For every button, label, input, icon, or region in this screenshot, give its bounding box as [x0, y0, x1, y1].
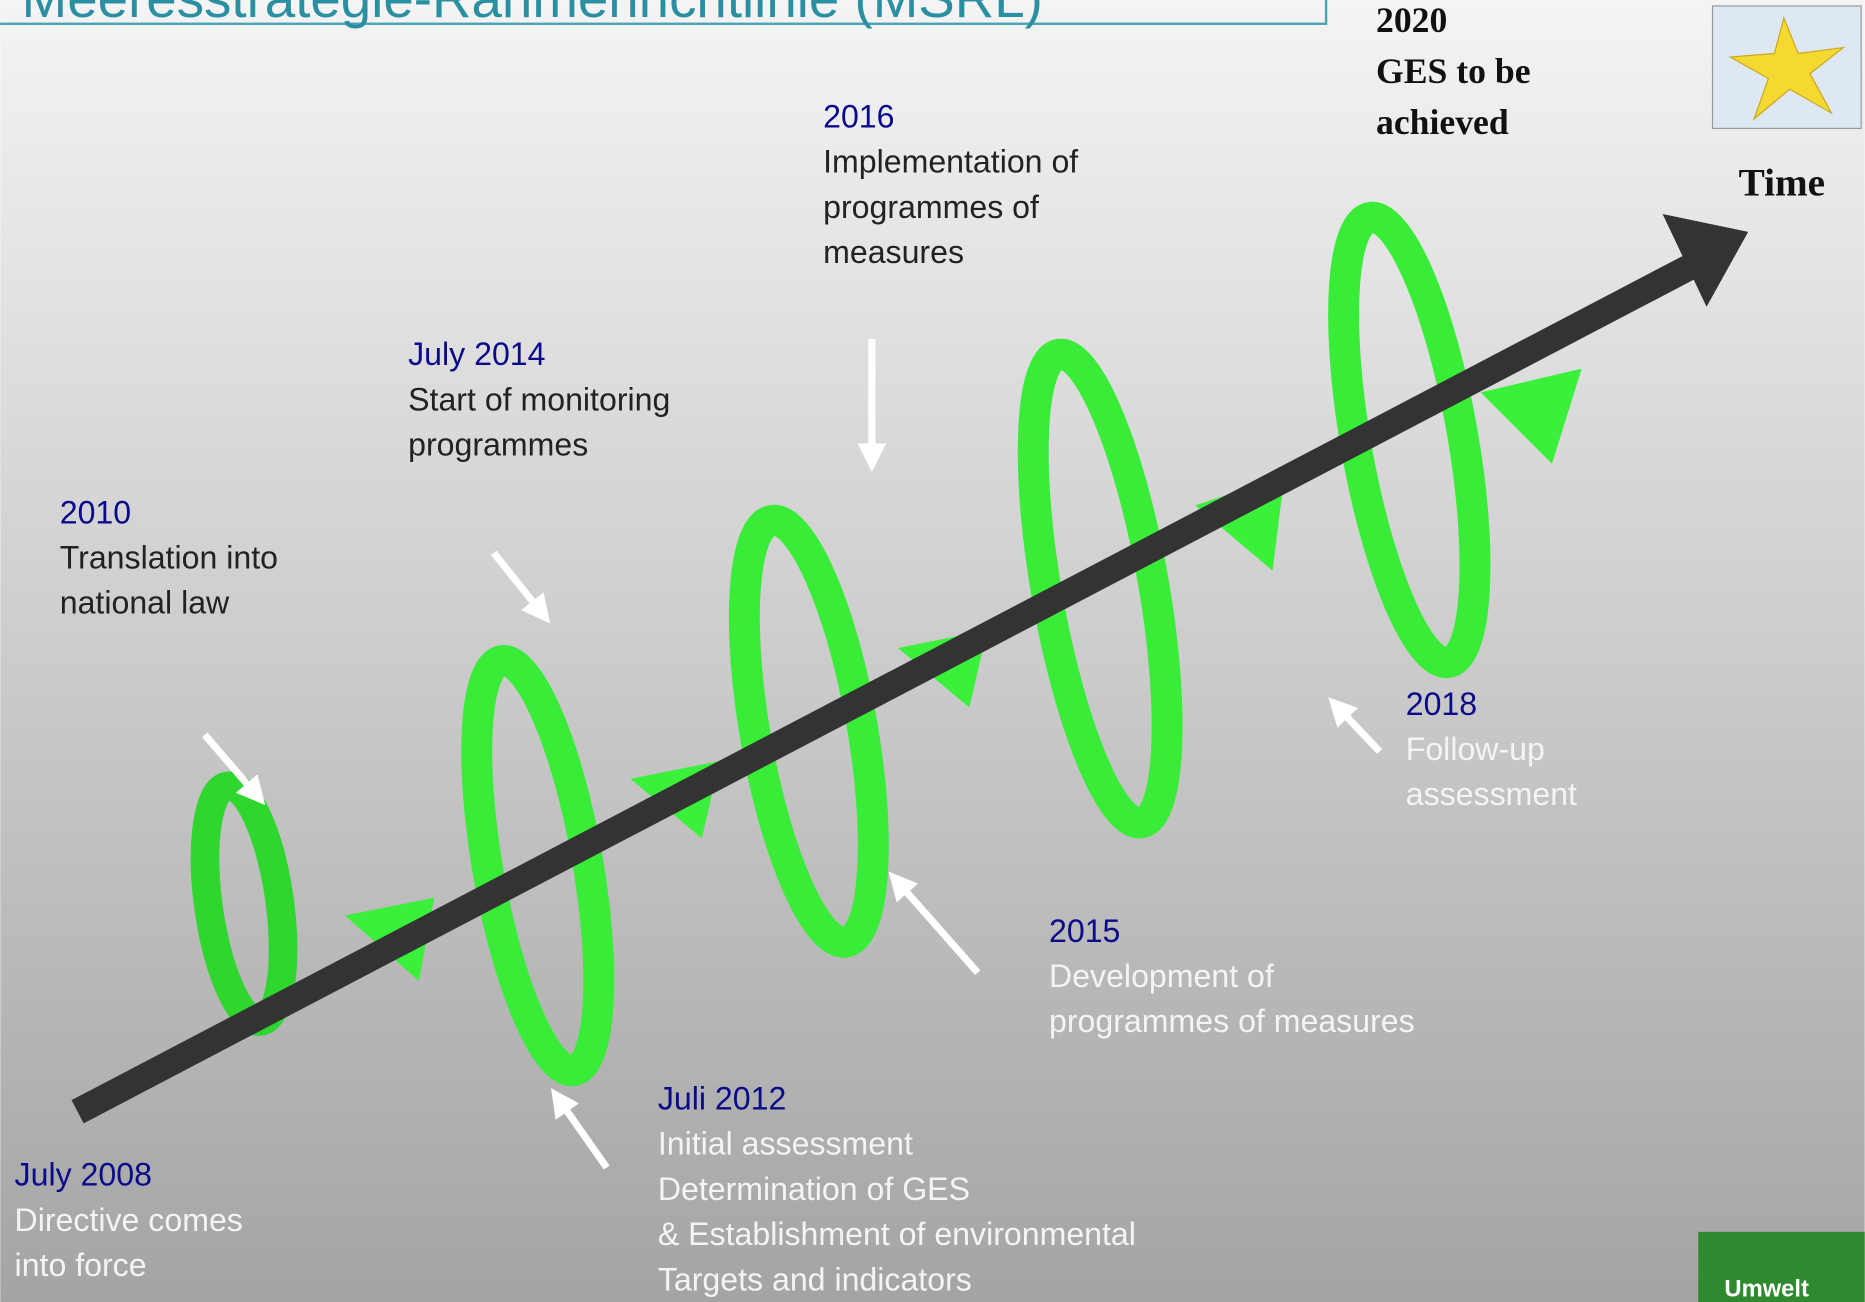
milestone-text: Follow-up: [1406, 731, 1545, 767]
milestone-text: Determination of GES: [658, 1171, 970, 1207]
title: Meeresstrategie-Rahmenrichtlinie (MSRL): [22, 0, 1043, 29]
starfish-picture: [1713, 6, 1862, 128]
milestone-text: assessment: [1406, 776, 1577, 812]
milestone-date: 2015: [1049, 913, 1120, 949]
goal-line: achieved: [1376, 102, 1509, 142]
milestone-text: Translation into: [60, 540, 278, 576]
milestone-text: Targets and indicators: [658, 1261, 972, 1297]
milestone-text: programmes: [408, 427, 588, 463]
milestone-date: Juli 2012: [658, 1081, 786, 1117]
milestone-text: Implementation of: [823, 144, 1078, 180]
goal-line: GES to be: [1376, 51, 1531, 91]
milestone-date: July 2014: [408, 336, 545, 372]
milestone-text: Initial assessment: [658, 1126, 913, 1162]
page: Meeresstrategie-Rahmenrichtlinie (MSRL) …: [0, 0, 1865, 1302]
goal-line: 2020: [1376, 0, 1447, 40]
milestone-text: national law: [60, 585, 230, 621]
milestone-date: 2010: [60, 494, 131, 530]
milestone-text: into force: [15, 1247, 147, 1283]
milestone-text: programmes of measures: [1049, 1003, 1415, 1039]
milestone-text: programmes of: [823, 189, 1039, 225]
milestone-text: Start of monitoring: [408, 381, 670, 417]
logo-text: Umwelt: [1724, 1275, 1809, 1302]
milestone-text: & Establishment of environmental: [658, 1216, 1136, 1252]
milestone-date: 2018: [1406, 686, 1477, 722]
milestone-date: 2016: [823, 98, 894, 134]
slide: Meeresstrategie-Rahmenrichtlinie (MSRL) …: [0, 0, 1865, 1302]
milestone-text: measures: [823, 234, 964, 270]
time-label: Time: [1739, 162, 1825, 205]
milestone-text: Directive comes: [15, 1202, 243, 1238]
milestone-date: July 2008: [15, 1157, 152, 1193]
milestone-text: Development of: [1049, 958, 1274, 994]
